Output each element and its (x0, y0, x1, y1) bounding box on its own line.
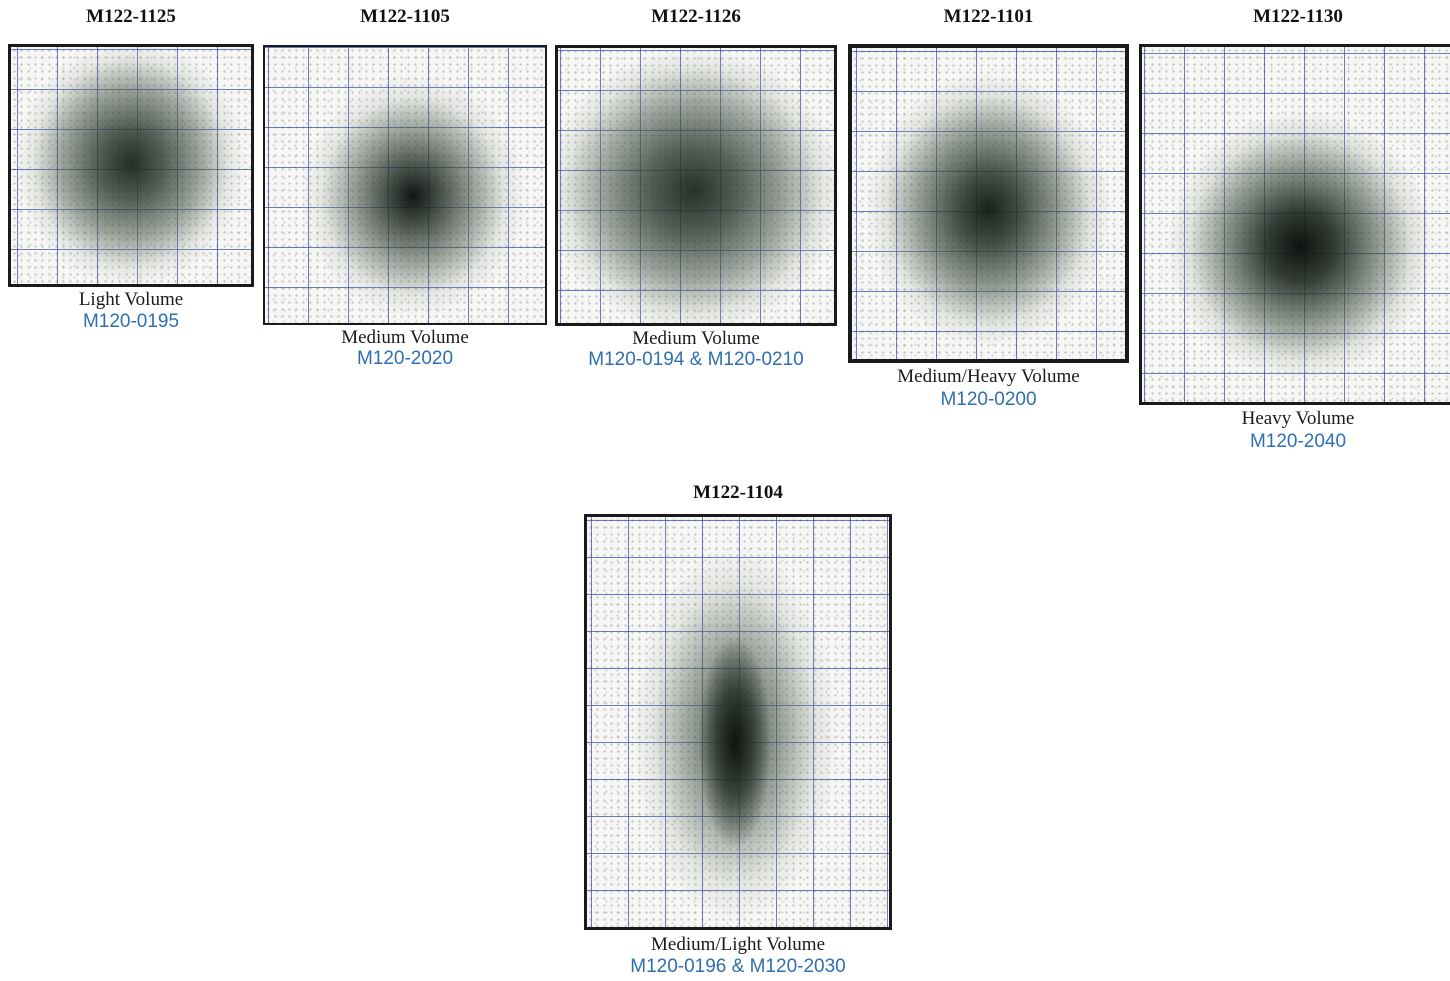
panel-title: M122-1130 (1253, 6, 1343, 27)
part-number-label: M120-0194 & M120-0210 (588, 349, 804, 370)
panel-title: M122-1126 (651, 6, 741, 27)
volume-label: Medium Volume (341, 327, 469, 348)
spray-density-blob (558, 48, 834, 323)
part-number-label: M120-0200 (940, 389, 1037, 410)
volume-label: Medium Volume (632, 328, 760, 349)
panel-title: M122-1105 (360, 6, 450, 27)
spray-density-blob (11, 47, 251, 284)
volume-label: Heavy Volume (1241, 408, 1355, 429)
volume-label: Medium/Light Volume (651, 934, 825, 955)
spray-density-blob (852, 48, 1125, 359)
spray-panel-5: M122-1130 Heavy Volume M120-2040 (1139, 0, 1450, 460)
spray-density-blob (587, 517, 889, 927)
spray-panel-6: M122-1104 Medium/Light Volume M120-0196 … (584, 474, 892, 979)
spray-panel-3: M122-1126 Medium Volume M120-0194 & M120… (555, 0, 837, 380)
spray-pattern-image (584, 514, 892, 930)
spray-pattern-image (1139, 44, 1450, 405)
panel-title: M122-1125 (86, 6, 176, 27)
spray-panel-4: M122-1101 Medium/Heavy Volume M120-0200 (848, 0, 1129, 420)
spray-pattern-image (263, 45, 547, 325)
part-number-label: M120-2040 (1249, 431, 1347, 452)
spray-panel-2: M122-1105 Medium Volume M120-2020 (263, 0, 547, 380)
part-number-label: M120-0195 (82, 311, 180, 332)
part-number-label: M120-2020 (356, 348, 454, 369)
spray-panel-1: M122-1125 Light Volume M120-0195 (8, 0, 254, 340)
spray-pattern-image (8, 44, 254, 287)
spray-pattern-image (848, 44, 1129, 363)
spray-density-blob (265, 47, 545, 323)
panel-title: M122-1104 (693, 482, 783, 503)
part-number-label: M120-0196 & M120-2030 (630, 956, 846, 977)
panel-title: M122-1101 (943, 6, 1034, 27)
volume-label: Light Volume (78, 289, 184, 310)
spray-density-blob (1142, 47, 1450, 402)
volume-label: Medium/Heavy Volume (897, 366, 1080, 387)
spray-pattern-image (555, 45, 837, 326)
